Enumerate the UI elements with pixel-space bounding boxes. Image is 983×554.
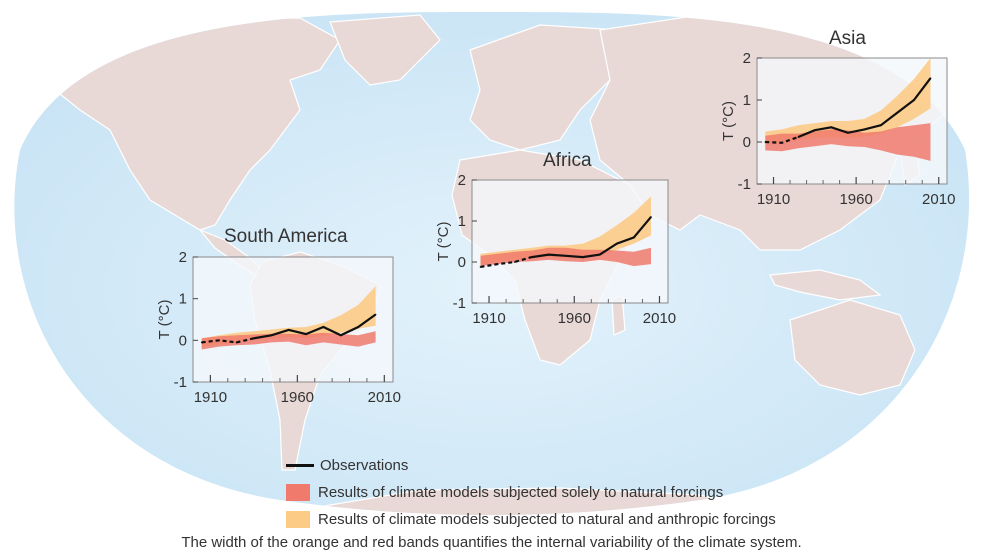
x-tick-label: 1910	[194, 389, 227, 406]
y-tick-label: 2	[458, 172, 466, 189]
x-tick-label: 1960	[281, 389, 314, 406]
legend-natural-swatch	[286, 484, 310, 501]
observation-point	[847, 132, 849, 134]
legend-observations-line	[286, 464, 314, 467]
x-tick-label: 2010	[922, 191, 955, 208]
greenland	[329, 14, 441, 86]
observation-point	[357, 326, 360, 328]
observation-point	[322, 326, 325, 328]
observation-point	[616, 242, 618, 245]
x-tick-label: 1910	[757, 191, 790, 208]
observation-point	[547, 253, 550, 256]
chart-title-africa: Africa	[543, 150, 592, 171]
observation-point	[253, 337, 255, 340]
legend-natural-anthropic-label: Results of climate models subjected to n…	[318, 511, 776, 528]
observation-point	[929, 77, 932, 79]
x-tick-label: 1960	[558, 310, 591, 327]
observation-point	[896, 111, 899, 114]
x-tick-label: 1960	[839, 191, 872, 208]
y-tick-label: 2	[743, 50, 751, 67]
observations-line-dashed	[480, 256, 533, 268]
chart-title-asia: Asia	[829, 28, 866, 49]
observation-point	[200, 341, 203, 344]
observation-point	[599, 253, 601, 256]
observations-line-solid	[253, 313, 377, 340]
y-tick-label: -1	[453, 295, 466, 312]
observation-point	[913, 99, 915, 101]
y-tick-label: 1	[458, 213, 466, 230]
observation-point	[633, 236, 635, 239]
y-axis-label: T (°C)	[156, 300, 173, 340]
europe	[469, 24, 621, 151]
observations-line-solid	[531, 216, 652, 259]
observation-point	[374, 313, 377, 316]
observation-point	[564, 255, 567, 257]
observation-point	[830, 126, 833, 129]
chart-south-america: 1910 1960 2010 -1 0 1 2 T (°C)	[156, 249, 401, 406]
legend-item-natural: Results of climate models subjected sole…	[286, 479, 776, 506]
observation-point	[814, 129, 816, 131]
chart-asia: 1910 1960 2010 -1 0 1 2 T (°C)	[720, 50, 955, 208]
observation-point	[863, 128, 866, 131]
y-tick-label: 1	[179, 291, 187, 308]
y-tick-label: 0	[743, 134, 751, 151]
legend-natural-anthropic-swatch	[286, 511, 310, 528]
observation-point	[218, 339, 220, 342]
observation-point	[880, 124, 882, 126]
y-tick-label: 0	[179, 332, 187, 349]
legend-natural-label: Results of climate models subjected sole…	[318, 484, 724, 501]
north-america	[39, 17, 341, 231]
legend-observations-label: Observations	[320, 457, 409, 474]
observation-point	[781, 142, 783, 144]
observation-point	[340, 334, 342, 337]
y-tick-label: -1	[174, 374, 187, 391]
observation-point	[582, 256, 584, 258]
band-natural-anthropic	[765, 58, 931, 145]
observation-point	[797, 136, 800, 138]
band-natural-anthropic	[480, 196, 651, 265]
observation-point	[479, 266, 482, 268]
y-tick-label: 1	[743, 92, 751, 109]
observation-point	[270, 334, 273, 337]
y-axis-label: T (°C)	[720, 101, 737, 141]
observation-point	[287, 329, 290, 331]
observation-point	[530, 256, 533, 258]
observation-point	[235, 341, 238, 344]
y-axis-label: T (°C)	[435, 222, 452, 262]
legend: Observations Results of climate models s…	[286, 452, 776, 533]
y-tick-label: 0	[458, 254, 466, 271]
observation-point	[513, 261, 516, 263]
band-natural	[201, 331, 376, 350]
y-tick-label: 2	[179, 249, 187, 266]
observation-point	[496, 263, 499, 265]
observation-point	[305, 333, 307, 335]
chart-title-south-america: South America	[224, 226, 348, 247]
x-tick-label: 1910	[472, 310, 505, 327]
plot-area	[471, 179, 669, 304]
chart-africa: 1910 1960 2010 -1 0 1 2 T (°C)	[435, 172, 676, 327]
caption: The width of the orange and red bands qu…	[181, 534, 802, 551]
indonesia	[769, 269, 882, 301]
observation-point	[764, 141, 767, 143]
y-tick-label: -1	[738, 176, 751, 193]
legend-item-natural-anthropic: Results of climate models subjected to n…	[286, 506, 776, 533]
observation-point	[650, 216, 652, 218]
x-tick-label: 2010	[643, 310, 676, 327]
observations-line-dashed	[201, 337, 255, 344]
x-tick-label: 2010	[368, 389, 401, 406]
australia	[789, 299, 916, 396]
legend-item-observations: Observations	[286, 452, 776, 479]
